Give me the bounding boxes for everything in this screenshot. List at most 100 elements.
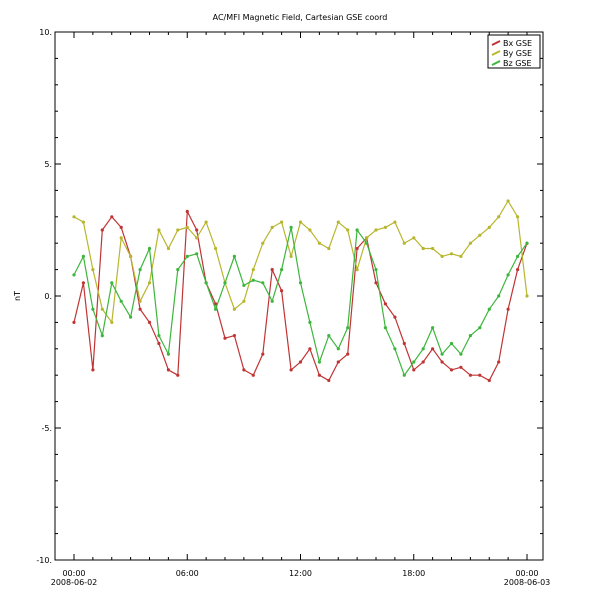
data-point-by <box>346 228 350 232</box>
data-point-bx <box>336 360 340 364</box>
chart-title: AC/MFI Magnetic Field, Cartesian GSE coo… <box>213 13 388 22</box>
data-point-by <box>336 220 340 224</box>
data-point-bx <box>185 209 189 214</box>
data-point-bx <box>374 281 378 285</box>
data-point-bz <box>280 268 284 272</box>
data-point-by <box>270 225 274 229</box>
data-point-by <box>497 215 501 219</box>
data-point-bz <box>147 246 152 251</box>
data-point-bx <box>232 334 236 338</box>
y-axis: -10. -5. 0. 5. 10. <box>36 28 543 565</box>
data-point-by <box>251 268 255 272</box>
data-point-bx <box>431 347 435 351</box>
data-point-by <box>449 252 454 256</box>
data-point-bx <box>459 365 463 369</box>
data-point-bx <box>270 268 274 272</box>
data-point-bx <box>110 215 114 219</box>
data-point-bx <box>280 289 284 293</box>
data-point-bx <box>138 307 142 311</box>
data-point-bz <box>308 320 312 324</box>
data-point-bx <box>421 360 425 364</box>
x-tick-label: 00:00 <box>62 569 85 578</box>
legend-swatch <box>491 60 501 66</box>
series-line-by <box>73 199 528 325</box>
data-point-bz <box>138 268 142 272</box>
data-point-by <box>478 233 482 237</box>
data-point-bx <box>223 336 227 340</box>
data-point-by <box>91 268 95 272</box>
data-point-by <box>242 299 246 303</box>
y-tick-label: 5. <box>44 160 52 169</box>
x-tick-label: 06:00 <box>176 569 199 578</box>
data-point-bx <box>317 373 321 377</box>
data-point-bx <box>119 225 123 229</box>
data-point-by <box>468 241 472 245</box>
data-point-by <box>110 320 114 324</box>
data-point-bz <box>317 360 321 364</box>
data-point-bx <box>478 373 482 377</box>
series-bx <box>72 209 529 383</box>
data-point-bz <box>270 299 274 303</box>
data-point-bx <box>242 368 246 372</box>
data-point-bz <box>346 326 350 330</box>
data-point-bz <box>100 334 104 338</box>
data-point-by <box>421 246 425 251</box>
data-point-bz <box>223 281 227 285</box>
data-point-bx <box>91 368 95 372</box>
data-point-bx <box>176 373 180 377</box>
legend-swatch <box>491 40 501 46</box>
data-point-by <box>383 225 387 229</box>
data-point-bx <box>516 268 520 272</box>
legend-swatch <box>491 50 501 56</box>
data-point-by <box>176 228 180 232</box>
x-tick-date-label: 2008-06-02 <box>51 578 98 587</box>
data-point-bx <box>72 320 76 324</box>
data-point-bz <box>383 326 387 330</box>
data-point-bx <box>214 302 218 306</box>
data-point-bx <box>308 347 312 351</box>
data-point-by <box>289 254 293 258</box>
series-line-bz <box>73 227 528 377</box>
data-point-bz <box>242 283 246 287</box>
data-point-bz <box>214 307 218 311</box>
x-tick-date-label: 2008-06-03 <box>504 578 551 587</box>
data-point-bz <box>232 254 236 258</box>
data-point-bz <box>516 254 520 258</box>
data-point-bz <box>91 307 95 311</box>
data-point-bz <box>440 352 444 356</box>
data-point-bx <box>289 368 293 372</box>
data-point-bz <box>365 241 369 245</box>
data-point-bz <box>176 268 180 272</box>
data-point-bz <box>251 278 255 282</box>
data-point-by <box>129 254 133 258</box>
data-point-bz <box>478 326 482 330</box>
series-by <box>72 199 529 325</box>
data-point-bz <box>506 273 510 277</box>
data-point-bz <box>459 352 463 356</box>
data-point-by <box>506 199 510 203</box>
series-bz <box>72 225 529 377</box>
data-point-by <box>138 299 142 303</box>
data-point-by <box>431 246 435 251</box>
data-point-bz <box>393 347 397 351</box>
data-point-by <box>393 220 397 224</box>
data-point-by <box>280 220 284 224</box>
data-point-by <box>204 220 208 224</box>
data-point-bz <box>412 360 416 364</box>
data-point-by <box>355 268 359 272</box>
data-point-by <box>214 246 218 251</box>
data-point-bx <box>355 246 359 251</box>
legend-label: Bx GSE <box>503 39 532 48</box>
series-line-bx <box>73 209 528 382</box>
data-point-by <box>516 215 520 219</box>
data-point-bz <box>487 307 491 311</box>
data-point-bx <box>251 373 255 377</box>
data-point-bx <box>100 228 104 232</box>
data-point-bx <box>440 360 444 364</box>
data-point-by <box>440 254 444 258</box>
data-point-bz <box>119 299 123 303</box>
data-point-by <box>157 228 161 232</box>
data-point-bz <box>157 334 161 338</box>
